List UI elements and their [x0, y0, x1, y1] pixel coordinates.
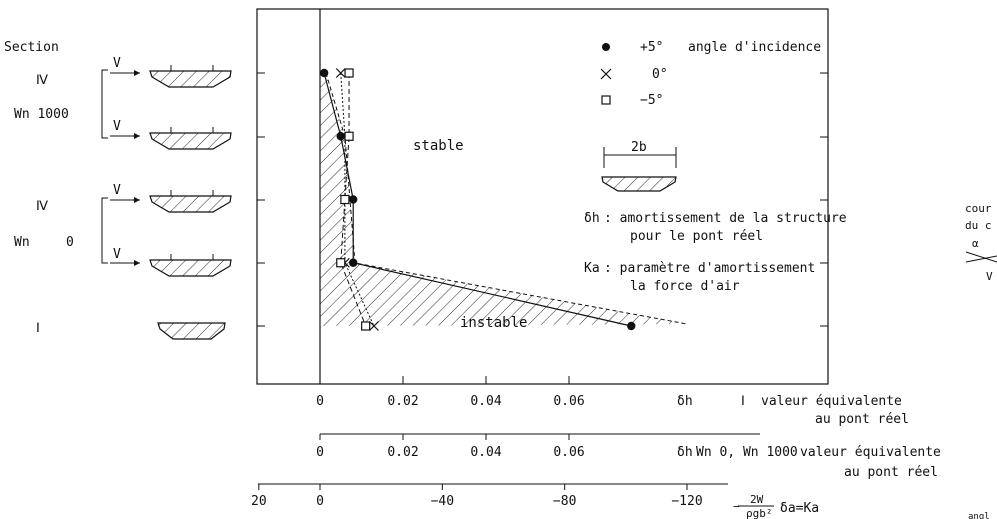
bridge-section-2: [149, 127, 232, 150]
width-dimension: 2b: [603, 140, 677, 168]
axis1-title-2: au pont réel: [815, 412, 909, 427]
axis2-wn: Wn 0, Wn 1000: [696, 445, 798, 460]
delta-h-definition-1: : amortissement de la structure: [604, 211, 847, 226]
axis2-tick-label-0: 0: [316, 445, 324, 460]
legend-label-minus5: −5°: [640, 93, 663, 108]
data-point-plus5-3: [349, 258, 358, 267]
data-point-plus5-2: [349, 195, 358, 204]
bracket-wn0: [101, 197, 108, 264]
axis1-tick-label-2: 0.04: [470, 394, 501, 409]
svg-text:V: V: [113, 183, 121, 198]
data-point-zero-0: [335, 68, 346, 78]
instable-region-upper: [320, 73, 355, 263]
axis1-title-1: valeur équivalente: [761, 394, 902, 409]
legend: +5° angle d'incidence 0° −5°: [600, 40, 821, 108]
svg-text:V: V: [113, 56, 121, 71]
ka-definition-2: la force d'air: [630, 279, 740, 294]
bridge-section-3: [149, 190, 232, 213]
roman-iv-label-1: Ⅳ: [36, 73, 48, 88]
series-line-2: [340, 73, 367, 327]
svg-text:V: V: [113, 247, 121, 262]
legend-bridge-section: [601, 176, 677, 192]
axis2-title-1: valeur équivalente: [800, 445, 941, 460]
cropped-diagram-line-2: [965, 255, 997, 263]
cropped-text-5: angl: [968, 512, 990, 519]
wind-arrows: V V V V: [110, 56, 140, 266]
instable-label: instable: [460, 315, 527, 331]
axis2-ticks: 0 0.02 0.04 0.06: [316, 434, 585, 460]
axis3-formula: 2W ρgb² − δa=Ka: [733, 493, 819, 519]
cropped-text-3: α: [972, 237, 979, 250]
axis1-tick-label-1: 0.02: [387, 394, 418, 409]
bracket-wn1000: [101, 69, 108, 139]
bridge-section-4: [149, 254, 232, 277]
roman-iv-label-2: Ⅳ: [36, 199, 48, 214]
svg-text:2W: 2W: [750, 493, 764, 506]
plot-frame: [256, 8, 829, 385]
axis1-ticks: 0 0.02 0.04 0.06: [316, 376, 585, 409]
series-line-1: [340, 72, 375, 327]
data-point-plus5-4: [627, 321, 636, 331]
legend-marker-plus5: [602, 43, 610, 51]
axis3-tick-label-3: −80: [553, 494, 576, 509]
wn0-label-b: 0: [66, 235, 74, 250]
legend-marker-zero: [600, 68, 612, 80]
cropped-text-2: du c: [965, 219, 992, 232]
data-point-minus5-2: [340, 194, 350, 205]
wn0-label-a: Wn: [14, 235, 30, 250]
axis3-tick-label-1: 0: [316, 494, 324, 509]
svg-text:V: V: [113, 119, 121, 134]
stable-label: stable: [413, 138, 464, 154]
data-point-plus5-1: [336, 132, 345, 141]
series-layer: [319, 68, 636, 331]
legend-label-plus5: +5°: [640, 40, 663, 55]
ka-symbol: Ka: [584, 261, 600, 276]
data-point-minus5-1: [344, 131, 354, 141]
axis3-ticks: 20 0 −40 −80 −120: [251, 484, 703, 509]
delta-h-definition-2: pour le pont réel: [630, 229, 763, 244]
axis1-roman: Ⅰ: [741, 394, 745, 409]
wn1000-label: Wn 1000: [14, 107, 69, 122]
cropped-text-4: V: [986, 270, 993, 283]
axis1-tick-label-3: 0.06: [553, 394, 584, 409]
axis3-tick-label-0: 20: [251, 494, 267, 509]
svg-text:ρgb²: ρgb²: [746, 507, 773, 519]
axis1-tick-label-0: 0: [316, 394, 324, 409]
delta-h-symbol: δh: [584, 211, 600, 226]
legend-angle-label: angle d'incidence: [688, 40, 821, 55]
bridge-section-1: [149, 65, 232, 88]
axis3-tick-label-4: −120: [671, 494, 702, 509]
svg-text:δa=Ka: δa=Ka: [780, 501, 819, 516]
bridge-section-5: [157, 322, 226, 340]
axis2-tick-label-1: 0.02: [387, 445, 418, 460]
ka-definition-1: : paramètre d'amortissement: [604, 261, 815, 276]
axis2-tick-label-2: 0.04: [470, 445, 501, 460]
legend-marker-minus5: [601, 95, 611, 105]
data-point-minus5-4: [361, 321, 371, 331]
data-point-zero-4: [369, 321, 379, 331]
cropped-diagram-line: [965, 251, 997, 263]
axis1-delta-h: δh: [677, 394, 693, 409]
roman-i-label: Ⅰ: [36, 321, 40, 336]
data-point-plus5-0: [319, 68, 329, 78]
row-ticks: [257, 72, 828, 327]
data-point-minus5-3: [336, 258, 346, 268]
axis2-title-2: au pont réel: [844, 465, 938, 480]
section-label: Section: [4, 40, 59, 55]
data-point-minus5-0: [344, 68, 354, 78]
legend-label-zero: 0°: [652, 67, 668, 82]
axis2-tick-label-3: 0.06: [553, 445, 584, 460]
axis2-delta-h: δh: [677, 445, 693, 460]
cropped-text-1: cour: [965, 202, 992, 215]
instable-region-lower: [320, 263, 687, 326]
axis3-tick-label-2: −40: [431, 494, 454, 509]
svg-text:2b: 2b: [631, 140, 647, 155]
svg-text:−: −: [733, 500, 740, 513]
